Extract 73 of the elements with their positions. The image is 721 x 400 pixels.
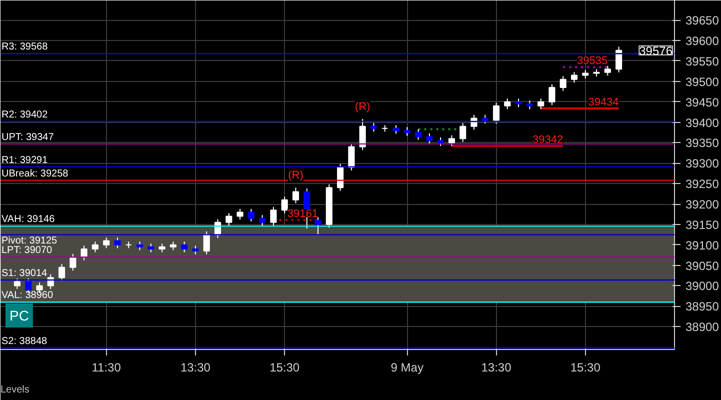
y-tick-label: 39650 [686,14,720,28]
y-tick-label: 39400 [686,116,720,130]
x-tick-label: 13:30 [481,360,512,374]
text: 39576 [639,44,673,58]
candlestick [181,241,188,253]
candlestick [114,237,121,249]
ref-line-label: VAH: 39146 [2,214,56,226]
candlestick [470,114,478,130]
x-tick-label: 13:30 [180,360,211,374]
candlestick [560,76,566,92]
candlestick [570,72,578,84]
y-tick-label: 39100 [686,238,720,252]
annotation: 39434 [588,96,619,108]
candlestick [103,237,110,249]
candlestick [548,84,556,106]
ref-line-label: VAL: 38960 [2,290,54,302]
annotation: PC [10,308,29,324]
candlestick [248,208,254,222]
y-tick-label: 38950 [686,300,720,314]
candlestick [604,65,611,76]
x-tick-label: 11:30 [92,360,122,374]
candlestick [448,134,455,146]
candlestick [203,230,210,255]
candlestick [58,264,66,282]
candlestick [270,206,277,226]
x-tick-label: 15:30 [570,360,601,374]
ref-line-label: R1: 39291 [2,154,48,166]
ref-line-label: LPT: 39070 [2,245,53,256]
candlestick [314,216,322,236]
ref-line-label: R2: 39402 [2,109,48,120]
candlestick [348,143,355,172]
candlestick [538,98,544,110]
candlestick [259,214,266,226]
y-tick-label: 39050 [686,258,720,273]
candlestick [504,98,511,110]
x-tick-label: 15:30 [270,360,300,374]
y-tick-label: 38900 [686,320,720,334]
annotation: (R) [354,101,370,114]
y-tick-label: 39600 [686,34,720,48]
text: Levels [0,384,30,396]
ref-line-label: Pivot: 39125 [2,236,58,247]
candlestick [492,102,500,124]
candlestick [359,118,366,151]
ref-line-label: R3: 39568 [2,42,48,53]
candlestick [226,212,232,226]
candlestick [70,253,76,272]
candlestick [616,46,622,73]
y-tick-label: 39000 [686,279,720,294]
y-tick-label: 39250 [686,177,720,192]
annotation: 39535 [577,55,608,68]
y-tick-label: 39150 [686,218,720,232]
y-tick-label: 39300 [686,156,720,171]
y-tick-label: 39550 [686,54,720,68]
ref-line-label: S1: 39014 [2,268,48,280]
candlestick [236,208,244,220]
y-tick-label: 39200 [686,198,720,212]
candlestick [92,241,98,253]
x-tick-label: 9 May [390,360,424,374]
candlestick [281,196,288,214]
candlestick [414,128,422,140]
annotation: (R) [288,170,304,182]
annotation: 39342 [532,134,564,146]
ref-line-label: UBreak: 39258 [2,168,69,180]
y-tick-label: 39350 [686,136,720,150]
y-tick-label: 39450 [686,95,720,110]
candlestick [14,278,20,290]
candlestick [426,132,433,144]
candlestick [292,187,300,204]
ref-line-label: UPT: 39347 [2,132,54,143]
candlestick [460,122,466,142]
y-tick-label: 39500 [686,74,720,89]
ref-line-label: S2: 38848 [2,336,48,347]
annotation: 39161 [287,208,318,220]
